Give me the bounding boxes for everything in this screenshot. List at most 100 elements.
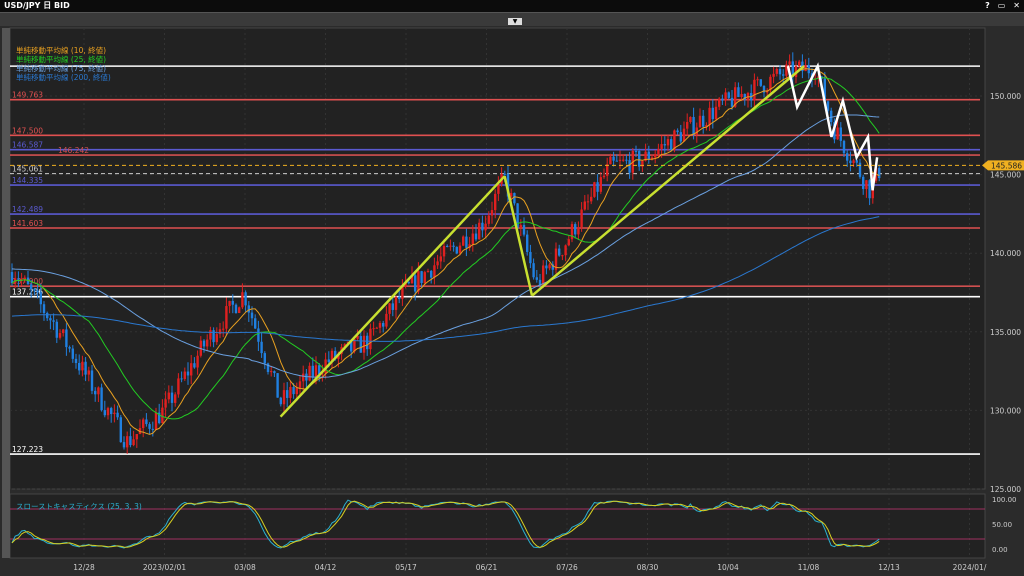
candle-body <box>561 255 564 257</box>
x-tick-label: 10/04 <box>717 563 739 572</box>
candle-body <box>622 159 625 161</box>
candle-body <box>71 348 74 359</box>
candle-body <box>282 390 286 405</box>
level-label: 146.587 <box>12 141 43 150</box>
candle-body <box>84 361 87 375</box>
candle-body <box>734 87 737 107</box>
candle-body <box>132 439 135 446</box>
candle-body <box>791 61 794 78</box>
candle-body <box>753 79 756 101</box>
help-button[interactable]: ? <box>985 1 990 10</box>
candle-body <box>762 85 766 93</box>
candle-body <box>798 61 801 67</box>
candle-body <box>478 222 481 240</box>
candle-body <box>782 74 785 76</box>
trend-line <box>531 65 805 297</box>
candle-body <box>593 182 596 197</box>
candle-body <box>705 125 708 127</box>
x-tick-label: 2023/02/01 <box>143 563 186 572</box>
candle-body <box>231 300 234 305</box>
candle-body <box>526 234 529 252</box>
candle-body <box>666 139 670 146</box>
ma200-line <box>11 216 880 342</box>
candle-body <box>279 397 282 405</box>
candle-body <box>234 304 238 314</box>
candle-body <box>30 284 33 290</box>
title-text: USD/JPY 日 BID <box>4 1 70 10</box>
close-button[interactable]: ✕ <box>1013 1 1020 10</box>
candle-body <box>65 329 68 348</box>
candle-body <box>39 292 42 305</box>
collapse-toggle[interactable]: ▼ <box>508 18 522 25</box>
candle-body <box>94 390 97 395</box>
candle-body <box>638 151 641 167</box>
candle-body <box>830 110 833 123</box>
candle-body <box>170 392 174 403</box>
candle-body <box>222 328 225 330</box>
candle-body <box>186 371 190 376</box>
candle-body <box>87 370 90 375</box>
candle-body <box>695 127 698 135</box>
candle-body <box>439 256 442 262</box>
candle-body <box>52 320 55 322</box>
candle-body <box>737 87 740 97</box>
level-label: 137.236 <box>12 288 43 297</box>
candle-body <box>868 180 871 199</box>
level-label: 147.500 <box>12 126 43 135</box>
candle-body <box>81 361 84 371</box>
candle-body <box>215 334 218 343</box>
candle-body <box>260 341 263 354</box>
candle-body <box>670 139 673 151</box>
candle-body <box>580 209 583 228</box>
level-label: 127.223 <box>12 445 43 454</box>
candle-body <box>90 370 94 391</box>
candle-body <box>398 296 401 300</box>
x-tick-label: 05/17 <box>395 563 417 572</box>
candle-body <box>702 115 705 127</box>
x-tick-label: 11/08 <box>798 563 820 572</box>
candle-body <box>522 225 526 235</box>
candle-body <box>151 428 154 430</box>
left-scrollbar <box>2 28 10 558</box>
candle-body <box>574 224 577 235</box>
candle-body <box>250 312 254 319</box>
candle-body <box>321 373 324 375</box>
candle-body <box>42 304 46 314</box>
candle-body <box>116 412 119 418</box>
candle-body <box>209 330 212 340</box>
candle-body <box>394 296 398 310</box>
candle-body <box>318 365 321 375</box>
candle-body <box>772 73 775 77</box>
candle-body <box>775 68 778 74</box>
candle-body <box>548 264 551 269</box>
candle-body <box>436 261 439 266</box>
candle-body <box>458 245 462 254</box>
level-label: 144.335 <box>12 176 43 185</box>
candle-body <box>154 412 158 430</box>
candle-body <box>718 98 721 107</box>
current-price-label: 145.586 <box>991 161 1022 170</box>
candle-body <box>724 92 727 101</box>
legend-ma10: 単純移動平均線 (10, 終値) <box>16 46 107 55</box>
candle-body <box>372 328 375 330</box>
candle-body <box>244 292 247 306</box>
maximize-button[interactable]: ▭ <box>997 1 1006 10</box>
candle-body <box>10 272 14 284</box>
x-tick-label: 04/12 <box>315 563 337 572</box>
candle-body <box>679 132 682 142</box>
candle-body <box>97 387 100 395</box>
candle-body <box>17 278 20 280</box>
candle-body <box>602 175 606 178</box>
candle-body <box>433 265 436 278</box>
candle-body <box>708 107 711 126</box>
candle-body <box>682 128 686 142</box>
candle-body <box>471 233 474 245</box>
candle-body <box>417 271 420 292</box>
candle-body <box>462 236 465 246</box>
candle-body <box>538 279 542 286</box>
candle-body <box>142 419 145 429</box>
candle-body <box>842 140 846 154</box>
candle-body <box>302 373 305 382</box>
candle-body <box>298 381 302 388</box>
